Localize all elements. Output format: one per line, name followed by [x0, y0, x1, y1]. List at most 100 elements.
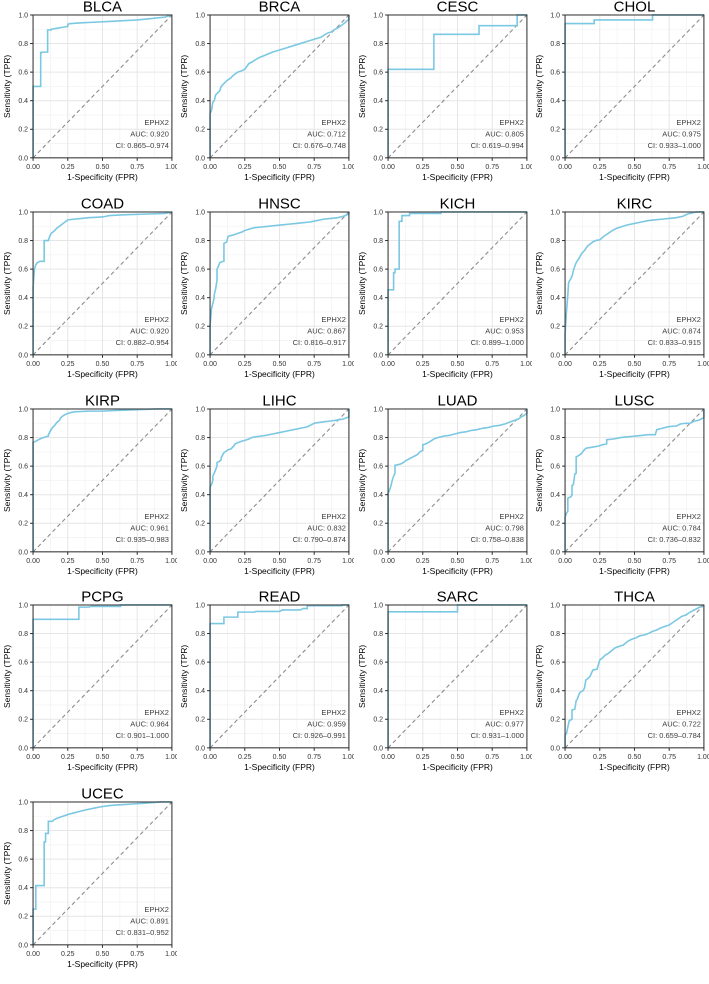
- diagonal-reference-line: [387, 14, 527, 159]
- y-tick-label: 0.0: [550, 155, 560, 162]
- roc-panel-LIHC: 0.00 0.25 0.50 0.75 1.00 0.0 0.2 0.4 0.6 0.8 1.0 1-…: [177, 393, 354, 591]
- y-tick-label: 0.0: [373, 746, 383, 753]
- panel-title: KIRC: [616, 197, 652, 212]
- x-tick-label: 0.50: [96, 557, 110, 564]
- x-tick-label: 0.50: [273, 164, 287, 171]
- roc-curve: [209, 14, 350, 158]
- roc-curve: [386, 210, 527, 355]
- roc-panel-CHOL: 0.00 0.25 0.50 0.75 1.00 0.0 0.2 0.4 0.6 0.8 1.0 1-…: [531, 0, 709, 197]
- panel-background: [354, 196, 532, 394]
- y-tick-label: 0.8: [196, 631, 206, 638]
- x-tick-label: 0.25: [593, 361, 607, 368]
- y-tick-label: 1.0: [18, 603, 28, 610]
- roc-panel-LUAD: 0.00 0.25 0.50 0.75 1.00 0.0 0.2 0.4 0.6 0.8 1.0 1-…: [354, 393, 532, 591]
- diagonal-reference-line: [32, 14, 173, 159]
- x-tick-label: 0.50: [96, 361, 110, 368]
- auc-value: AUC: 0.975: [662, 129, 701, 138]
- roc-panel-HNSC: 0.00 0.25 0.50 0.75 1.00 0.0 0.2 0.4 0.6 0.8 1.0 1-…: [177, 196, 354, 394]
- y-tick-label: 0.4: [550, 689, 560, 696]
- roc-curve: [386, 408, 528, 552]
- panel-background: [0, 787, 177, 984]
- y-tick-label: 1.0: [18, 209, 28, 216]
- ci-value: CI: 0.935–0.983: [116, 534, 169, 543]
- y-tick-label: 0.2: [550, 324, 560, 331]
- roc-panel-COAD: 0.00 0.25 0.50 0.75 1.00 0.0 0.2 0.4 0.6 0.8 1.0 1-…: [0, 196, 177, 394]
- x-tick-label: 1.00: [342, 361, 354, 368]
- x-axis-label: 1-Specificity (FPR): [422, 762, 493, 772]
- x-axis-label: 1-Specificity (FPR): [67, 172, 138, 182]
- x-tick-label: 0.75: [308, 557, 322, 564]
- y-tick-label: 0.4: [18, 689, 28, 696]
- y-tick-label: 1.0: [18, 12, 28, 19]
- y-axis-label: Sensitivity (TPR): [2, 448, 12, 511]
- x-tick-label: 0.50: [450, 754, 464, 761]
- panel-background: [531, 590, 709, 788]
- x-axis-label: 1-Specificity (FPR): [244, 565, 315, 575]
- auc-value: AUC: 0.712: [307, 129, 346, 138]
- x-tick-label: 0.75: [130, 557, 144, 564]
- y-tick-label: 0.8: [550, 631, 560, 638]
- y-tick-label: 0.0: [196, 155, 206, 162]
- roc-chart-SARC: 0.00 0.25 0.50 0.75 1.00 0.0 0.2 0.4 0.6 0.8 1.0 1-…: [354, 590, 532, 788]
- y-tick-label: 0.8: [373, 631, 383, 638]
- roc-curve: [32, 801, 172, 946]
- x-tick-label: 0.00: [381, 361, 395, 368]
- auc-value: AUC: 0.798: [485, 523, 524, 532]
- y-tick-label: 1.0: [18, 800, 28, 807]
- roc-panel-KIRP: 0.00 0.25 0.50 0.75 1.00 0.0 0.2 0.4 0.6 0.8 1.0 1-…: [0, 393, 177, 591]
- x-tick-label: 1.00: [165, 557, 177, 564]
- x-tick-label: 1.00: [165, 361, 177, 368]
- y-tick-label: 0.8: [18, 828, 28, 835]
- auc-value: AUC: 0.961: [130, 523, 169, 532]
- y-tick-label: 0.8: [373, 41, 383, 48]
- y-tick-label: 0.4: [373, 689, 383, 696]
- diagonal-reference-line: [209, 408, 350, 552]
- y-tick-label: 0.2: [196, 324, 206, 331]
- x-tick-label: 0.00: [204, 361, 218, 368]
- roc-curve: [209, 408, 350, 552]
- y-tick-label: 0.4: [373, 492, 383, 499]
- roc-curve: [209, 211, 350, 355]
- roc-curve: [564, 408, 705, 552]
- panel-title: CHOL: [613, 0, 655, 15]
- y-tick-label: 0.0: [373, 352, 383, 359]
- x-axis-label: 1-Specificity (FPR): [599, 369, 670, 379]
- y-tick-label: 0.6: [550, 463, 560, 470]
- panel-title: COAD: [81, 197, 124, 212]
- y-axis-label: Sensitivity (TPR): [179, 55, 189, 118]
- y-tick-label: 0.4: [18, 98, 28, 105]
- x-tick-label: 0.25: [593, 164, 607, 171]
- gene-label: EPHX2: [676, 708, 701, 717]
- y-tick-label: 0.4: [196, 98, 206, 105]
- x-axis-label: 1-Specificity (FPR): [67, 959, 138, 969]
- x-tick-label: 1.00: [165, 754, 177, 761]
- x-tick-label: 0.75: [662, 754, 676, 761]
- y-tick-label: 0.0: [196, 549, 206, 556]
- y-tick-label: 1.0: [373, 209, 383, 216]
- ci-value: CI: 0.816–0.917: [293, 338, 346, 347]
- y-axis-label: Sensitivity (TPR): [179, 645, 189, 708]
- x-tick-label: 0.50: [627, 361, 641, 368]
- y-tick-label: 0.6: [373, 660, 383, 667]
- x-tick-label: 0.00: [26, 361, 40, 368]
- y-tick-label: 0.6: [550, 660, 560, 667]
- y-tick-label: 1.0: [196, 406, 206, 413]
- gene-label: EPHX2: [144, 905, 169, 914]
- y-axis-label: Sensitivity (TPR): [357, 448, 367, 511]
- x-axis-label: 1-Specificity (FPR): [599, 565, 670, 575]
- x-tick-label: 0.75: [662, 361, 676, 368]
- y-tick-label: 0.8: [550, 435, 560, 442]
- x-axis-label: 1-Specificity (FPR): [599, 762, 670, 772]
- x-tick-label: 0.25: [238, 557, 252, 564]
- gene-label: EPHX2: [144, 511, 169, 520]
- y-tick-label: 0.0: [18, 746, 28, 753]
- x-tick-label: 1.00: [165, 164, 177, 171]
- ci-value: CI: 0.882–0.954: [116, 338, 169, 347]
- roc-chart-HNSC: 0.00 0.25 0.50 0.75 1.00 0.0 0.2 0.4 0.6 0.8 1.0 1-…: [177, 196, 354, 394]
- y-tick-label: 0.0: [18, 155, 28, 162]
- x-tick-label: 1.00: [697, 557, 709, 564]
- roc-curve: [209, 604, 350, 749]
- auc-value: AUC: 0.722: [662, 720, 701, 729]
- x-tick-label: 0.75: [662, 164, 676, 171]
- x-tick-label: 0.25: [415, 361, 429, 368]
